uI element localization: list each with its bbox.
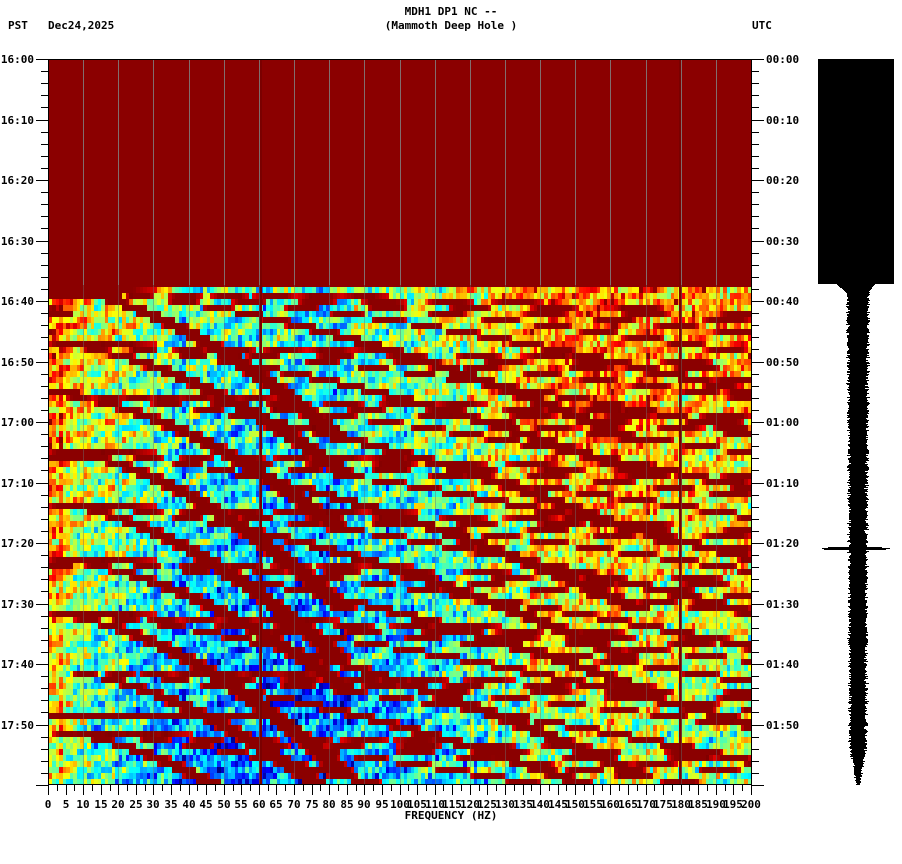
station-title-line1: MDH1 DP1 NC --: [404, 5, 498, 18]
frequency-tick-label: 5: [63, 798, 70, 811]
timezone-label-left: PST: [8, 19, 28, 32]
frequency-tick-label: 0: [45, 798, 52, 811]
right-time-tick-label: 00:50: [766, 356, 799, 369]
frequency-tick-label: 15: [94, 798, 107, 811]
spectrogram-plot: [48, 59, 752, 785]
frequency-tick-label: 125: [477, 798, 497, 811]
right-time-tick-label: 00:00: [766, 53, 799, 66]
frequency-tick-label: 115: [442, 798, 462, 811]
frequency-tick-label: 180: [671, 798, 691, 811]
right-time-tick-label: 01:00: [766, 416, 799, 429]
frequency-tick-label: 140: [530, 798, 550, 811]
left-time-tick-label: 16:00: [1, 53, 34, 66]
frequency-tick-label: 165: [618, 798, 638, 811]
frequency-tick-label: 95: [375, 798, 388, 811]
frequency-tick-label: 150: [565, 798, 585, 811]
left-time-tick-label: 17:50: [1, 719, 34, 732]
frequency-tick-label: 55: [234, 798, 247, 811]
frequency-tick-label: 135: [513, 798, 533, 811]
frequency-tick-label: 200: [741, 798, 761, 811]
left-time-tick-label: 16:40: [1, 295, 34, 308]
right-time-tick-label: 00:30: [766, 235, 799, 248]
frequency-tick-label: 130: [495, 798, 515, 811]
right-time-tick-label: 00:20: [766, 174, 799, 187]
left-time-tick-label: 17:40: [1, 658, 34, 671]
right-time-tick-label: 01:30: [766, 598, 799, 611]
frequency-axis-title: FREQUENCY (HZ): [404, 809, 498, 822]
right-time-tick-label: 01:40: [766, 658, 799, 671]
frequency-tick-label: 195: [723, 798, 743, 811]
frequency-tick-label: 175: [653, 798, 673, 811]
frequency-tick-label: 145: [548, 798, 568, 811]
station-title-line2: (Mammoth Deep Hole ): [384, 19, 518, 32]
right-time-tick-label: 01:20: [766, 537, 799, 550]
seismogram-panel: [812, 59, 900, 785]
frequency-tick-label: 105: [407, 798, 427, 811]
frequency-tick-label: 10: [76, 798, 89, 811]
frequency-tick-label: 75: [305, 798, 318, 811]
left-time-tick-label: 16:50: [1, 356, 34, 369]
date-label: Dec24,2025: [48, 19, 115, 32]
right-time-tick-label: 01:10: [766, 477, 799, 490]
frequency-tick-label: 170: [636, 798, 656, 811]
seismogram-canvas: [812, 59, 900, 785]
left-time-tick-label: 17:10: [1, 477, 34, 490]
frequency-tick-label: 160: [600, 798, 620, 811]
left-time-tick-label: 16:10: [1, 114, 34, 127]
frequency-tick-label: 65: [269, 798, 282, 811]
left-time-tick-label: 17:00: [1, 416, 34, 429]
frequency-tick-label: 80: [322, 798, 335, 811]
frequency-tick-label: 155: [583, 798, 603, 811]
frequency-tick-label: 110: [425, 798, 445, 811]
frequency-tick-label: 85: [340, 798, 353, 811]
frequency-tick-label: 30: [146, 798, 159, 811]
frequency-tick-label: 120: [460, 798, 480, 811]
frequency-tick-label: 45: [199, 798, 212, 811]
frequency-tick-label: 50: [217, 798, 230, 811]
frequency-axis: 0 5 10 15 20 25 30 35 40 45 50 55 60 65 70 75 80 85 90 95 10…: [45, 785, 761, 811]
frequency-tick-label: 185: [688, 798, 708, 811]
right-time-tick-label: 00:40: [766, 295, 799, 308]
frequency-tick-label: 60: [252, 798, 265, 811]
right-time-tick-label: 00:10: [766, 114, 799, 127]
left-time-axis: 16:00 16:10 16:20 16:30 16:40 16:50 17:00 17:10…: [1, 53, 48, 786]
spectrogram-canvas: [48, 59, 752, 785]
frequency-tick-label: 70: [287, 798, 300, 811]
frequency-tick-label: 100: [390, 798, 410, 811]
timezone-label-right: UTC: [752, 19, 772, 32]
left-time-tick-label: 17:30: [1, 598, 34, 611]
right-time-tick-label: 01:50: [766, 719, 799, 732]
frequency-tick-label: 190: [706, 798, 726, 811]
left-time-tick-label: 16:20: [1, 174, 34, 187]
frequency-tick-label: 25: [129, 798, 142, 811]
frequency-tick-label: 35: [164, 798, 177, 811]
right-time-axis: 00:00 00:10 00:20 00:30 00:40 00:50 01:00 01:10…: [752, 53, 799, 786]
frequency-tick-label: 40: [182, 798, 195, 811]
left-time-tick-label: 17:20: [1, 537, 34, 550]
left-time-tick-label: 16:30: [1, 235, 34, 248]
frequency-tick-label: 90: [357, 798, 370, 811]
frequency-tick-label: 20: [111, 798, 124, 811]
